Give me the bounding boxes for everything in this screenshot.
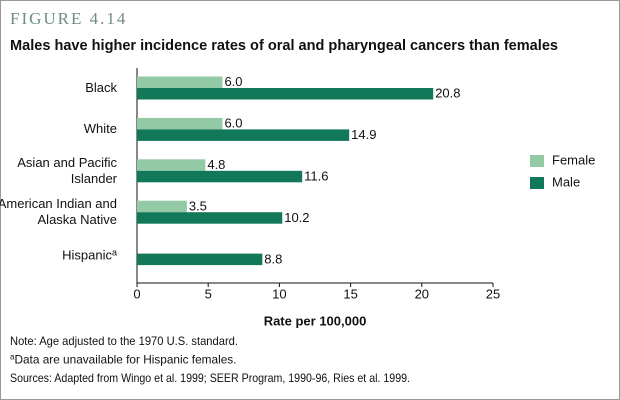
bar — [137, 159, 206, 171]
value-label: 14.9 — [351, 127, 376, 142]
x-axis-label: Rate per 100,000 — [264, 313, 367, 328]
bar — [137, 170, 303, 183]
x-tick-label: 15 — [343, 286, 357, 301]
x-tick-label: 25 — [486, 286, 500, 301]
footnote-mark: a — [111, 247, 117, 258]
legend-swatch — [530, 155, 544, 167]
note-text: Sources: Adapted from Wingo et al. 1999;… — [10, 371, 410, 385]
category-label: Asian and Pacific Islander — [0, 155, 117, 187]
value-label: 3.5 — [189, 198, 207, 213]
category-label: Black — [0, 80, 117, 96]
x-tick-label: 10 — [272, 286, 286, 301]
legend-swatch — [530, 177, 544, 189]
note-text: Note: Age adjusted to the 1970 U.S. stan… — [10, 334, 238, 348]
bar — [137, 200, 187, 213]
x-tick-label: 5 — [205, 286, 212, 301]
legend-label: Male — [552, 174, 580, 189]
value-label: 6.0 — [224, 74, 242, 89]
bar — [137, 88, 434, 100]
value-label: 4.8 — [207, 157, 225, 172]
category-text: Black — [85, 80, 117, 95]
value-label: 10.2 — [284, 210, 309, 225]
x-tick-label: 20 — [415, 286, 429, 301]
category-text: Asian and Pacific Islander — [17, 154, 117, 186]
bar — [137, 212, 283, 224]
value-label: 6.0 — [224, 116, 242, 131]
x-tick-label: 0 — [133, 286, 140, 301]
note: Note: Age adjusted to the 1970 U.S. stan… — [10, 334, 238, 348]
category-label: Hispanica — [0, 244, 117, 263]
category-label: White — [0, 121, 117, 137]
category-text: White — [83, 121, 117, 137]
value-label: 11.6 — [304, 168, 328, 183]
bar — [137, 76, 223, 88]
footnote-mark: a — [10, 353, 15, 362]
value-label: 20.8 — [435, 86, 460, 101]
category-text: American Indian and Alaska Native — [0, 196, 117, 228]
legend-label: Female — [552, 152, 595, 167]
bar — [137, 117, 223, 130]
category-text: Hispanic — [62, 247, 112, 263]
note: aData are unavailable for Hispanic femal… — [10, 353, 236, 367]
note-text: Data are unavailable for Hispanic female… — [14, 353, 236, 367]
note: Sources: Adapted from Wingo et al. 1999;… — [10, 371, 410, 385]
value-label: 8.8 — [264, 251, 282, 266]
category-label: American Indian and Alaska Native — [0, 196, 117, 228]
chart-title: Males have higher incidence rates of ora… — [10, 37, 558, 54]
figure-label: FIGURE 4.14 — [10, 9, 127, 28]
bar — [137, 253, 263, 266]
bar — [137, 129, 350, 141]
